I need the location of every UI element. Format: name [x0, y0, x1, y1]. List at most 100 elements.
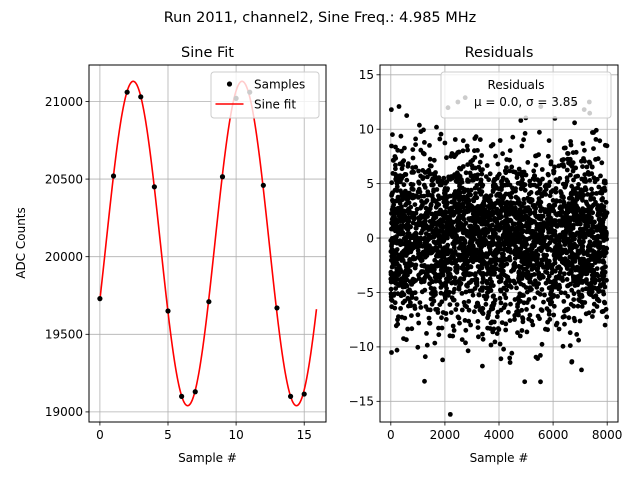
- residual-point: [484, 279, 489, 284]
- residual-point: [467, 202, 473, 208]
- residual-point: [510, 227, 516, 232]
- residual-point: [499, 179, 504, 185]
- residual-point: [457, 202, 462, 208]
- residual-point: [553, 186, 559, 191]
- residual-point: [424, 331, 429, 336]
- residual-point: [488, 342, 494, 348]
- residual-point: [483, 253, 488, 259]
- residual-point: [498, 307, 504, 313]
- residual-point: [593, 293, 599, 299]
- residual-point: [518, 118, 524, 123]
- residual-point: [516, 312, 521, 318]
- residual-point: [391, 254, 397, 260]
- residual-point: [423, 231, 429, 237]
- residual-point: [476, 269, 482, 274]
- residual-point: [452, 137, 458, 142]
- residual-point: [419, 269, 424, 274]
- residual-point: [415, 237, 421, 242]
- residual-point: [572, 236, 577, 242]
- residual-point: [534, 284, 540, 290]
- residual-point: [460, 138, 466, 144]
- residual-point: [571, 222, 576, 228]
- residual-point: [576, 337, 581, 343]
- residual-point: [388, 238, 394, 244]
- residual-point: [565, 293, 571, 299]
- residual-point: [406, 215, 411, 221]
- residual-point: [568, 231, 573, 237]
- residual-point: [492, 177, 498, 182]
- residual-point: [534, 261, 540, 267]
- residual-point: [415, 248, 421, 254]
- residual-point: [388, 107, 394, 113]
- residual-point: [546, 138, 552, 144]
- residual-point: [562, 290, 568, 296]
- subplot-residuals: Residuals 0 2000 4000 6000 8000 −15 −10 −5 0 5 10…: [349, 45, 623, 465]
- residual-point: [499, 320, 505, 325]
- residual-point: [389, 304, 395, 310]
- residual-point: [512, 201, 518, 207]
- residual-point: [442, 232, 448, 238]
- residual-point: [510, 232, 516, 238]
- residual-point: [589, 287, 595, 293]
- residual-point: [514, 285, 519, 291]
- residual-point: [436, 253, 442, 259]
- residual-point: [406, 224, 412, 230]
- residual-point: [503, 213, 509, 219]
- residual-point: [457, 190, 463, 196]
- residual-point: [480, 182, 486, 188]
- residual-point: [599, 197, 605, 203]
- residual-point: [457, 320, 462, 326]
- residual-point: [563, 145, 568, 151]
- residual-point: [461, 226, 467, 232]
- sample-point: [165, 308, 171, 314]
- residual-point: [479, 309, 485, 315]
- residual-point: [412, 303, 417, 309]
- residual-point: [577, 267, 583, 272]
- residual-point: [532, 295, 538, 301]
- residual-point: [483, 296, 489, 302]
- x-axis-label-sine-fit: Sample #: [178, 451, 237, 465]
- residual-point: [440, 246, 445, 252]
- residual-point: [464, 143, 470, 149]
- residual-point: [417, 300, 423, 305]
- residual-point: [520, 181, 526, 187]
- residual-point: [529, 287, 534, 292]
- x-tick-label: 4000: [484, 428, 515, 442]
- residual-point: [506, 309, 511, 315]
- residual-point: [458, 276, 463, 281]
- residual-point: [538, 240, 543, 246]
- residual-point: [476, 292, 482, 298]
- residual-point: [388, 249, 394, 255]
- residual-point: [487, 326, 493, 331]
- residual-point: [540, 234, 546, 240]
- residual-point: [410, 187, 416, 192]
- residual-point: [439, 315, 444, 321]
- residual-point: [486, 310, 492, 315]
- residual-point: [574, 230, 580, 236]
- residual-point: [498, 300, 504, 306]
- residual-point: [476, 164, 482, 170]
- residual-point: [404, 113, 410, 118]
- residual-point: [447, 411, 453, 417]
- residual-point: [527, 182, 533, 188]
- residual-point: [413, 136, 418, 142]
- residual-point: [405, 193, 411, 199]
- residual-point: [507, 318, 513, 323]
- legend-marker-samples: [226, 81, 233, 87]
- residual-point: [432, 248, 438, 253]
- residual-point: [397, 238, 403, 244]
- residual-point: [590, 130, 595, 135]
- residual-point: [539, 257, 545, 263]
- residual-point: [418, 147, 424, 153]
- residual-point: [478, 239, 483, 245]
- residual-point: [480, 336, 486, 342]
- residual-point: [413, 225, 419, 231]
- y-tick-label: −5: [356, 286, 374, 300]
- residual-point: [603, 229, 609, 235]
- residual-point: [420, 168, 426, 173]
- residual-point: [426, 167, 432, 173]
- residual-point: [524, 271, 530, 277]
- residual-point: [558, 189, 563, 194]
- residual-point: [475, 325, 481, 330]
